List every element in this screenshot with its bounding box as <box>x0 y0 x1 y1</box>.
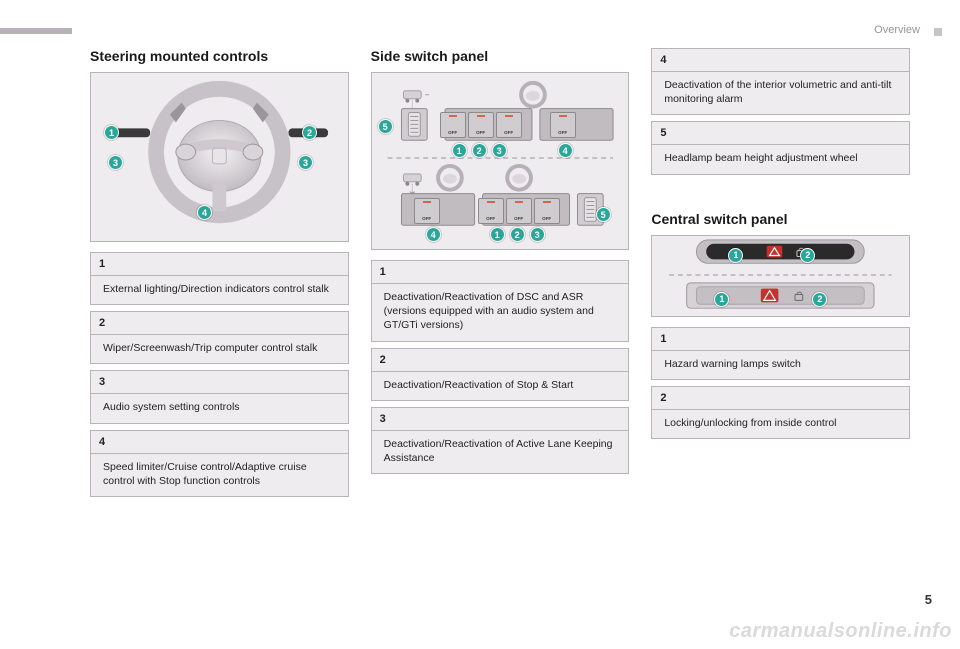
description-number: 2 <box>372 349 629 372</box>
description-item: 2Locking/unlocking from inside control <box>651 386 910 439</box>
description-text: Hazard warning lamps switch <box>652 351 909 379</box>
callout-badge: 4 <box>197 205 212 220</box>
description-number: 2 <box>652 387 909 410</box>
callout-badge: 4 <box>426 227 441 242</box>
side-switch-figure: OFF OFF OFF OFF OFF OFF OFF OFF 51234412… <box>371 72 630 250</box>
description-item: 1Deactivation/Reactivation of DSC and AS… <box>371 260 630 342</box>
description-item: 5Headlamp beam height adjustment wheel <box>651 121 910 174</box>
description-item: 4Deactivation of the interior volumetric… <box>651 48 910 115</box>
callout-badge: 1 <box>104 125 119 140</box>
description-number: 5 <box>652 122 909 145</box>
description-text: Deactivation/Reactivation of Stop & Star… <box>372 372 629 400</box>
description-item: 4Speed limiter/Cruise control/Adaptive c… <box>90 430 349 497</box>
description-item: 2Deactivation/Reactivation of Stop & Sta… <box>371 348 630 401</box>
description-text: Deactivation/Reactivation of Active Lane… <box>372 431 629 473</box>
description-number: 3 <box>91 371 348 394</box>
description-text: External lighting/Direction indicators c… <box>91 276 348 304</box>
column-title: Central switch panel <box>651 211 910 227</box>
callout-badge: 2 <box>510 227 525 242</box>
watermark: carmanualsonline.info <box>729 620 952 643</box>
page-number: 5 <box>925 592 932 607</box>
callout-badge: 2 <box>472 143 487 158</box>
header-accent-bar <box>0 28 72 34</box>
description-item: 1External lighting/Direction indicators … <box>90 252 349 305</box>
description-number: 2 <box>91 312 348 335</box>
page-content: Steering mounted controls <box>90 48 910 609</box>
description-text: Speed limiter/Cruise control/Adaptive cr… <box>91 454 348 496</box>
column-title: Side switch panel <box>371 48 630 64</box>
description-item: 2Wiper/Screenwash/Trip computer control … <box>90 311 349 364</box>
description-number: 3 <box>372 408 629 431</box>
callout-badge: 1 <box>714 292 729 307</box>
column-steering: Steering mounted controls <box>90 48 349 609</box>
callout-badge: 1 <box>490 227 505 242</box>
section-label: Overview <box>874 24 920 36</box>
column-right: 4Deactivation of the interior volumetric… <box>651 48 910 609</box>
description-text: Headlamp beam height adjustment wheel <box>652 145 909 173</box>
description-number: 4 <box>652 49 909 72</box>
callout-badge: 2 <box>812 292 827 307</box>
header-corner-marker <box>934 28 942 36</box>
column-side-switch: Side switch panel <box>371 48 630 609</box>
callout-badge: 3 <box>530 227 545 242</box>
callout-badge: 2 <box>800 248 815 263</box>
description-text: Locking/unlocking from inside control <box>652 410 909 438</box>
callout-badge: 1 <box>728 248 743 263</box>
callout-badge: 5 <box>378 119 393 134</box>
description-item: 3Deactivation/Reactivation of Active Lan… <box>371 407 630 474</box>
callout-badge: 5 <box>596 207 611 222</box>
central-switch-svg <box>652 236 909 316</box>
callout-badge: 1 <box>452 143 467 158</box>
description-number: 1 <box>91 253 348 276</box>
steering-figure: 1 2 3 3 4 <box>90 72 349 242</box>
description-item: 3Audio system setting controls <box>90 370 349 423</box>
description-number: 1 <box>652 328 909 351</box>
callout-badge: 4 <box>558 143 573 158</box>
callout-badge: 3 <box>108 155 123 170</box>
column-title: Steering mounted controls <box>90 48 349 64</box>
description-text: Deactivation/Reactivation of DSC and ASR… <box>372 284 629 341</box>
description-item: 1Hazard warning lamps switch <box>651 327 910 380</box>
central-switch-figure: 1 2 1 2 <box>651 235 910 317</box>
callout-badge: 2 <box>302 125 317 140</box>
description-text: Wiper/Screenwash/Trip computer control s… <box>91 335 348 363</box>
callout-badge: 3 <box>492 143 507 158</box>
description-text: Audio system setting controls <box>91 394 348 422</box>
description-number: 1 <box>372 261 629 284</box>
callout-badge: 3 <box>298 155 313 170</box>
description-text: Deactivation of the interior volumetric … <box>652 72 909 114</box>
description-number: 4 <box>91 431 348 454</box>
